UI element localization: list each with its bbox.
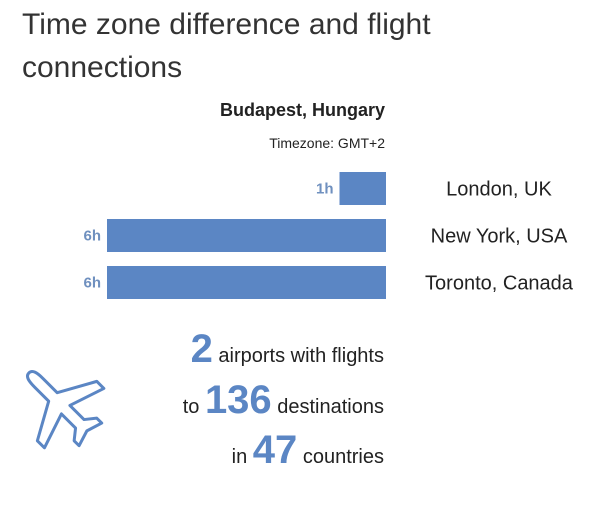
timezone: Timezone: GMT+2 — [269, 135, 385, 151]
stat-prefix: to — [183, 396, 200, 418]
stat-line: to 136 destinations — [183, 378, 384, 422]
stat-line: 2 airports with flights — [191, 327, 384, 371]
stat-prefix: in — [232, 446, 248, 468]
plane-icon — [25, 369, 106, 450]
stat-text: countries — [303, 446, 384, 468]
category-label: New York, USA — [431, 226, 568, 248]
stat-line: in 47 countries — [232, 428, 384, 472]
stat-number: 136 — [205, 378, 272, 422]
bar — [339, 172, 386, 205]
bar — [107, 219, 386, 252]
category-label: London, UK — [446, 179, 552, 201]
stat-number: 2 — [191, 327, 213, 371]
stat-text: airports with flights — [218, 345, 384, 367]
value-label: 6h — [83, 228, 101, 245]
bars: 1h London, UK 6h New York, USA 6h Toronto, Ca… — [83, 172, 574, 299]
stats: 2 airports with flights to 136 destinatio… — [183, 327, 384, 472]
value-label: 1h — [316, 181, 334, 198]
value-label: 6h — [83, 275, 101, 292]
stat-text: destinations — [277, 396, 384, 418]
subtitle: Budapest, Hungary — [220, 100, 385, 120]
category-label: Toronto, Canada — [425, 273, 574, 295]
bar — [107, 266, 386, 299]
title: connections — [22, 51, 182, 84]
title: Time zone difference and flight — [22, 8, 431, 41]
stat-number: 47 — [253, 428, 298, 472]
